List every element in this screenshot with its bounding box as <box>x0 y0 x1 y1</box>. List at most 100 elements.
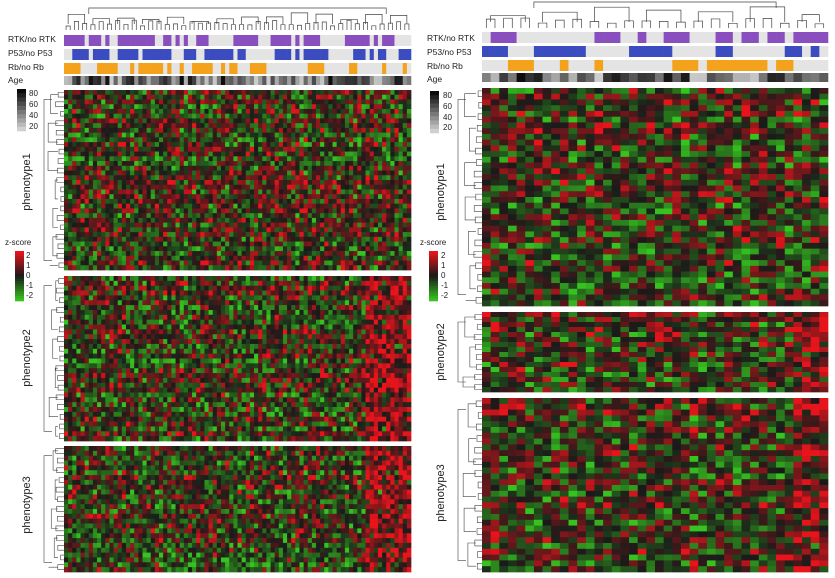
heatmap-cell <box>241 309 247 316</box>
heatmap-cell <box>167 118 172 124</box>
heatmap-cell <box>171 165 176 171</box>
heatmap-cell <box>270 99 276 105</box>
heatmap-cell <box>249 213 255 219</box>
heatmap-cell <box>237 222 242 228</box>
heatmap-cell <box>196 227 201 233</box>
heatmap-cell <box>92 295 98 301</box>
heatmap-cell <box>373 170 379 176</box>
heatmap-cell <box>336 314 342 321</box>
track-cell <box>406 76 412 85</box>
heatmap-cell <box>258 295 263 301</box>
heatmap-cell <box>361 194 366 200</box>
heatmap-cell <box>295 161 300 167</box>
heatmap-cell <box>84 324 90 330</box>
heatmap-cell <box>361 189 366 195</box>
heatmap-cell <box>357 309 362 316</box>
heatmap-cell <box>299 295 304 301</box>
heatmap-cell <box>97 314 102 321</box>
heatmap-cell <box>324 94 329 100</box>
heatmap-cell <box>187 217 193 223</box>
track-cell <box>68 35 73 46</box>
heatmap-cell <box>88 334 94 340</box>
heatmap-cell <box>196 232 201 238</box>
heatmap-cell <box>311 222 317 228</box>
dendrogram-branch <box>173 23 178 30</box>
zscore-legend-step <box>15 268 24 272</box>
heatmap-cell <box>134 260 139 266</box>
heatmap-cell <box>117 165 123 171</box>
heatmap-cell <box>386 217 391 223</box>
heatmap-cell <box>183 295 189 301</box>
heatmap-cell <box>262 104 267 110</box>
heatmap-cell <box>84 137 90 143</box>
heatmap-cell <box>167 213 172 219</box>
heatmap-cell <box>258 184 263 190</box>
heatmap-cell <box>200 198 205 205</box>
heatmap-cell <box>183 180 189 186</box>
track-cell <box>291 35 296 46</box>
heatmap-cell <box>369 334 375 340</box>
heatmap-cell <box>344 203 350 209</box>
heatmap-cell <box>183 343 189 350</box>
heatmap-cell <box>159 208 164 214</box>
heatmap-cell <box>64 280 69 287</box>
heatmap-cell <box>130 343 135 350</box>
heatmap-cell <box>92 127 98 133</box>
heatmap-cell <box>121 339 127 345</box>
heatmap-cell <box>398 180 404 186</box>
heatmap-cell <box>299 123 304 129</box>
heatmap-cell <box>373 108 379 115</box>
heatmap-cell <box>332 132 337 138</box>
heatmap-cell <box>311 108 317 115</box>
heatmap-cell <box>220 137 226 143</box>
heatmap-cell <box>307 236 313 242</box>
heatmap-cell <box>278 161 284 167</box>
heatmap-cell <box>262 276 267 282</box>
heatmap-cell <box>130 260 135 266</box>
heatmap-cell <box>229 314 234 321</box>
heatmap-cell <box>130 99 135 105</box>
heatmap-cell <box>258 99 263 105</box>
heatmap-cell <box>150 132 156 138</box>
heatmap-cell <box>125 161 131 167</box>
heatmap-cell <box>229 232 234 238</box>
heatmap-cell <box>237 123 242 129</box>
heatmap-cell <box>212 180 218 186</box>
heatmap-cell <box>295 343 300 350</box>
heatmap-cell <box>64 236 69 242</box>
heatmap-cell <box>270 285 276 291</box>
heatmap-cell <box>138 170 143 176</box>
heatmap-cell <box>130 236 135 242</box>
heatmap-cell <box>394 324 399 330</box>
heatmap-cell <box>80 295 86 301</box>
heatmap-cell <box>88 324 94 330</box>
heatmap-cell <box>101 236 106 242</box>
track-cell <box>121 76 127 85</box>
heatmap-cell <box>258 260 263 266</box>
heatmap-cell <box>287 165 292 171</box>
heatmap-cell <box>80 217 86 223</box>
heatmap-cell <box>357 295 362 301</box>
heatmap-cell <box>183 280 189 287</box>
heatmap-cell <box>245 255 251 261</box>
heatmap-cell <box>134 246 139 252</box>
heatmap-cell <box>175 227 181 233</box>
heatmap-cell <box>187 265 193 271</box>
heatmap-cell <box>68 198 73 205</box>
heatmap-cell <box>134 300 139 306</box>
heatmap-cell <box>159 90 164 96</box>
heatmap-cell <box>216 280 222 287</box>
heatmap-cell <box>398 108 404 115</box>
heatmap-cell <box>167 170 172 176</box>
heatmap-cell <box>117 309 123 316</box>
heatmap-cell <box>68 232 73 238</box>
heatmap-cell <box>369 329 375 335</box>
heatmap-cell <box>109 241 114 247</box>
heatmap-cell <box>187 246 193 252</box>
heatmap-cell <box>382 300 387 306</box>
heatmap-cell <box>80 175 86 181</box>
heatmap-cell <box>303 180 309 186</box>
heatmap-cell <box>134 213 139 219</box>
heatmap-cell <box>340 184 346 190</box>
heatmap-cell <box>340 276 346 282</box>
